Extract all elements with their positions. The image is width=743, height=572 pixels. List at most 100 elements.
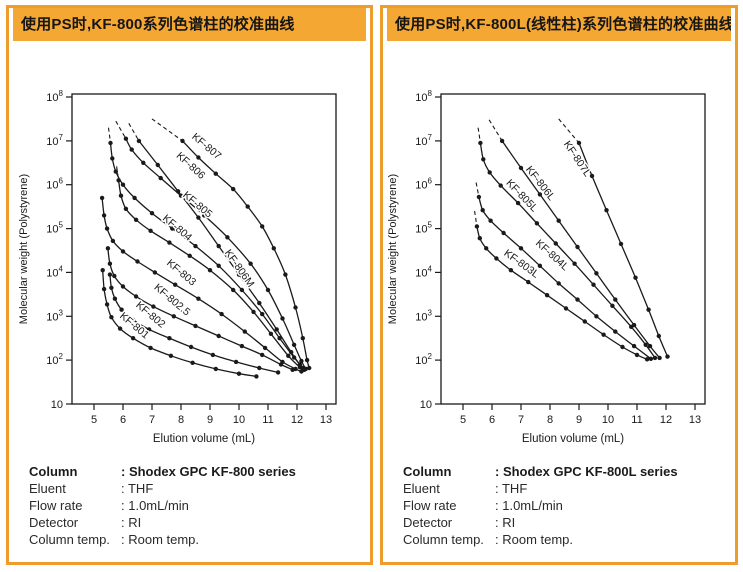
data-point xyxy=(298,358,304,364)
data-point xyxy=(575,244,580,250)
data-point xyxy=(613,297,618,302)
condition-value: : RI xyxy=(495,515,516,530)
data-point xyxy=(288,350,293,355)
x-tick-label: 9 xyxy=(206,414,212,426)
data-point xyxy=(105,246,110,251)
data-point xyxy=(155,162,160,168)
data-point xyxy=(282,272,288,277)
series-KF-807 xyxy=(151,118,311,371)
condition-row: Eluent: THF xyxy=(29,480,370,497)
data-point xyxy=(656,333,661,339)
series-label-KF-803: KF-803 xyxy=(164,257,198,288)
data-point xyxy=(274,327,279,332)
data-point xyxy=(169,226,174,231)
x-axis-title: Elution volume (mL) xyxy=(152,433,254,445)
series-KF-806L xyxy=(488,119,662,361)
data-point xyxy=(158,175,163,181)
data-point xyxy=(123,136,128,141)
data-point xyxy=(508,268,514,273)
condition-value: : Shodex GPC KF-800L series xyxy=(495,464,678,479)
data-point xyxy=(265,287,270,293)
condition-value: : THF xyxy=(121,481,154,496)
condition-value: : 1.0mL/min xyxy=(495,498,563,513)
data-point xyxy=(292,305,298,310)
data-point xyxy=(213,171,218,176)
condition-label: Detector xyxy=(29,515,79,530)
data-point xyxy=(136,138,141,144)
condition-label: Column temp. xyxy=(403,532,484,547)
panel-kf800: 使用PS时,KF-800系列色谱柱的校准曲线 108 107 106 105 104 10… xyxy=(6,5,373,565)
plot-frame xyxy=(440,93,706,405)
data-point xyxy=(146,327,151,332)
data-point xyxy=(620,344,625,350)
data-point xyxy=(130,317,135,322)
data-point xyxy=(494,256,499,261)
data-point xyxy=(195,296,201,301)
data-point xyxy=(108,315,114,320)
data-point xyxy=(216,263,221,268)
series-KF-802 xyxy=(107,272,280,375)
data-point xyxy=(171,314,176,319)
condition-row: Column temp.: Room temp. xyxy=(403,531,735,548)
x-axis-title: Elution volume (mL) xyxy=(522,433,624,445)
condition-row: Column: Shodex GPC KF-800L series xyxy=(403,463,735,480)
data-point xyxy=(134,259,140,264)
condition-label: Column xyxy=(29,464,78,479)
series-dashed-extension xyxy=(488,119,503,142)
series-label-KF-807L: KF-807L xyxy=(561,139,594,179)
data-point xyxy=(537,263,543,268)
condition-value: : THF xyxy=(495,481,528,496)
data-point xyxy=(207,268,212,273)
x-tick-label: 13 xyxy=(689,414,701,426)
x-tick-label: 10 xyxy=(602,414,614,426)
x-tick-label: 8 xyxy=(547,414,553,426)
data-point xyxy=(647,343,653,349)
data-point xyxy=(230,287,235,293)
data-point xyxy=(99,195,104,201)
data-point xyxy=(236,371,241,376)
condition-label: Column temp. xyxy=(29,532,110,547)
data-point xyxy=(107,140,113,146)
data-point xyxy=(556,218,561,223)
y-tick-label: 103 xyxy=(415,308,432,323)
data-point xyxy=(133,217,138,222)
data-point xyxy=(245,204,250,209)
data-point xyxy=(589,173,595,179)
data-point xyxy=(591,282,596,287)
data-point xyxy=(279,359,285,365)
data-point xyxy=(216,243,221,249)
data-point xyxy=(480,208,485,213)
data-point xyxy=(189,360,195,365)
series-KF-804 xyxy=(115,166,306,372)
condition-row: Flow rate: 1.0mL/min xyxy=(403,497,735,514)
data-point xyxy=(233,359,238,365)
data-point xyxy=(306,365,311,371)
y-tick-label: 108 xyxy=(46,89,63,104)
data-point xyxy=(259,311,264,317)
condition-value: : 1.0mL/min xyxy=(121,498,189,513)
data-point xyxy=(210,352,215,358)
data-point xyxy=(553,241,558,246)
series-KF-807L xyxy=(558,118,670,359)
x-tick-label: 9 xyxy=(576,414,582,426)
data-point xyxy=(120,249,125,254)
condition-label: Flow rate xyxy=(29,498,83,513)
data-point xyxy=(297,362,302,367)
condition-label: Detector xyxy=(403,515,453,530)
condition-value: : RI xyxy=(121,515,142,530)
y-axis-title: Molecular weight (Polystyrene) xyxy=(387,174,399,324)
data-point xyxy=(152,270,157,275)
series-KF-803 xyxy=(99,195,304,374)
data-point xyxy=(130,336,135,341)
y-tick-label: 104 xyxy=(415,264,432,279)
condition-row: Detector : RI xyxy=(29,514,370,531)
series-KF-801 xyxy=(100,268,259,379)
data-point xyxy=(576,140,582,146)
series-KF-805L xyxy=(477,127,658,361)
data-point xyxy=(187,253,192,258)
conditions-kf800l: Column: Shodex GPC KF-800L series Eluent:… xyxy=(403,463,735,548)
data-point xyxy=(601,332,606,337)
panel-kf800l: 使用PS时,KF-800L(线性柱)系列色谱柱的校准曲线 108 107 106 10… xyxy=(380,5,738,565)
data-point xyxy=(195,155,201,160)
data-point xyxy=(537,192,543,197)
